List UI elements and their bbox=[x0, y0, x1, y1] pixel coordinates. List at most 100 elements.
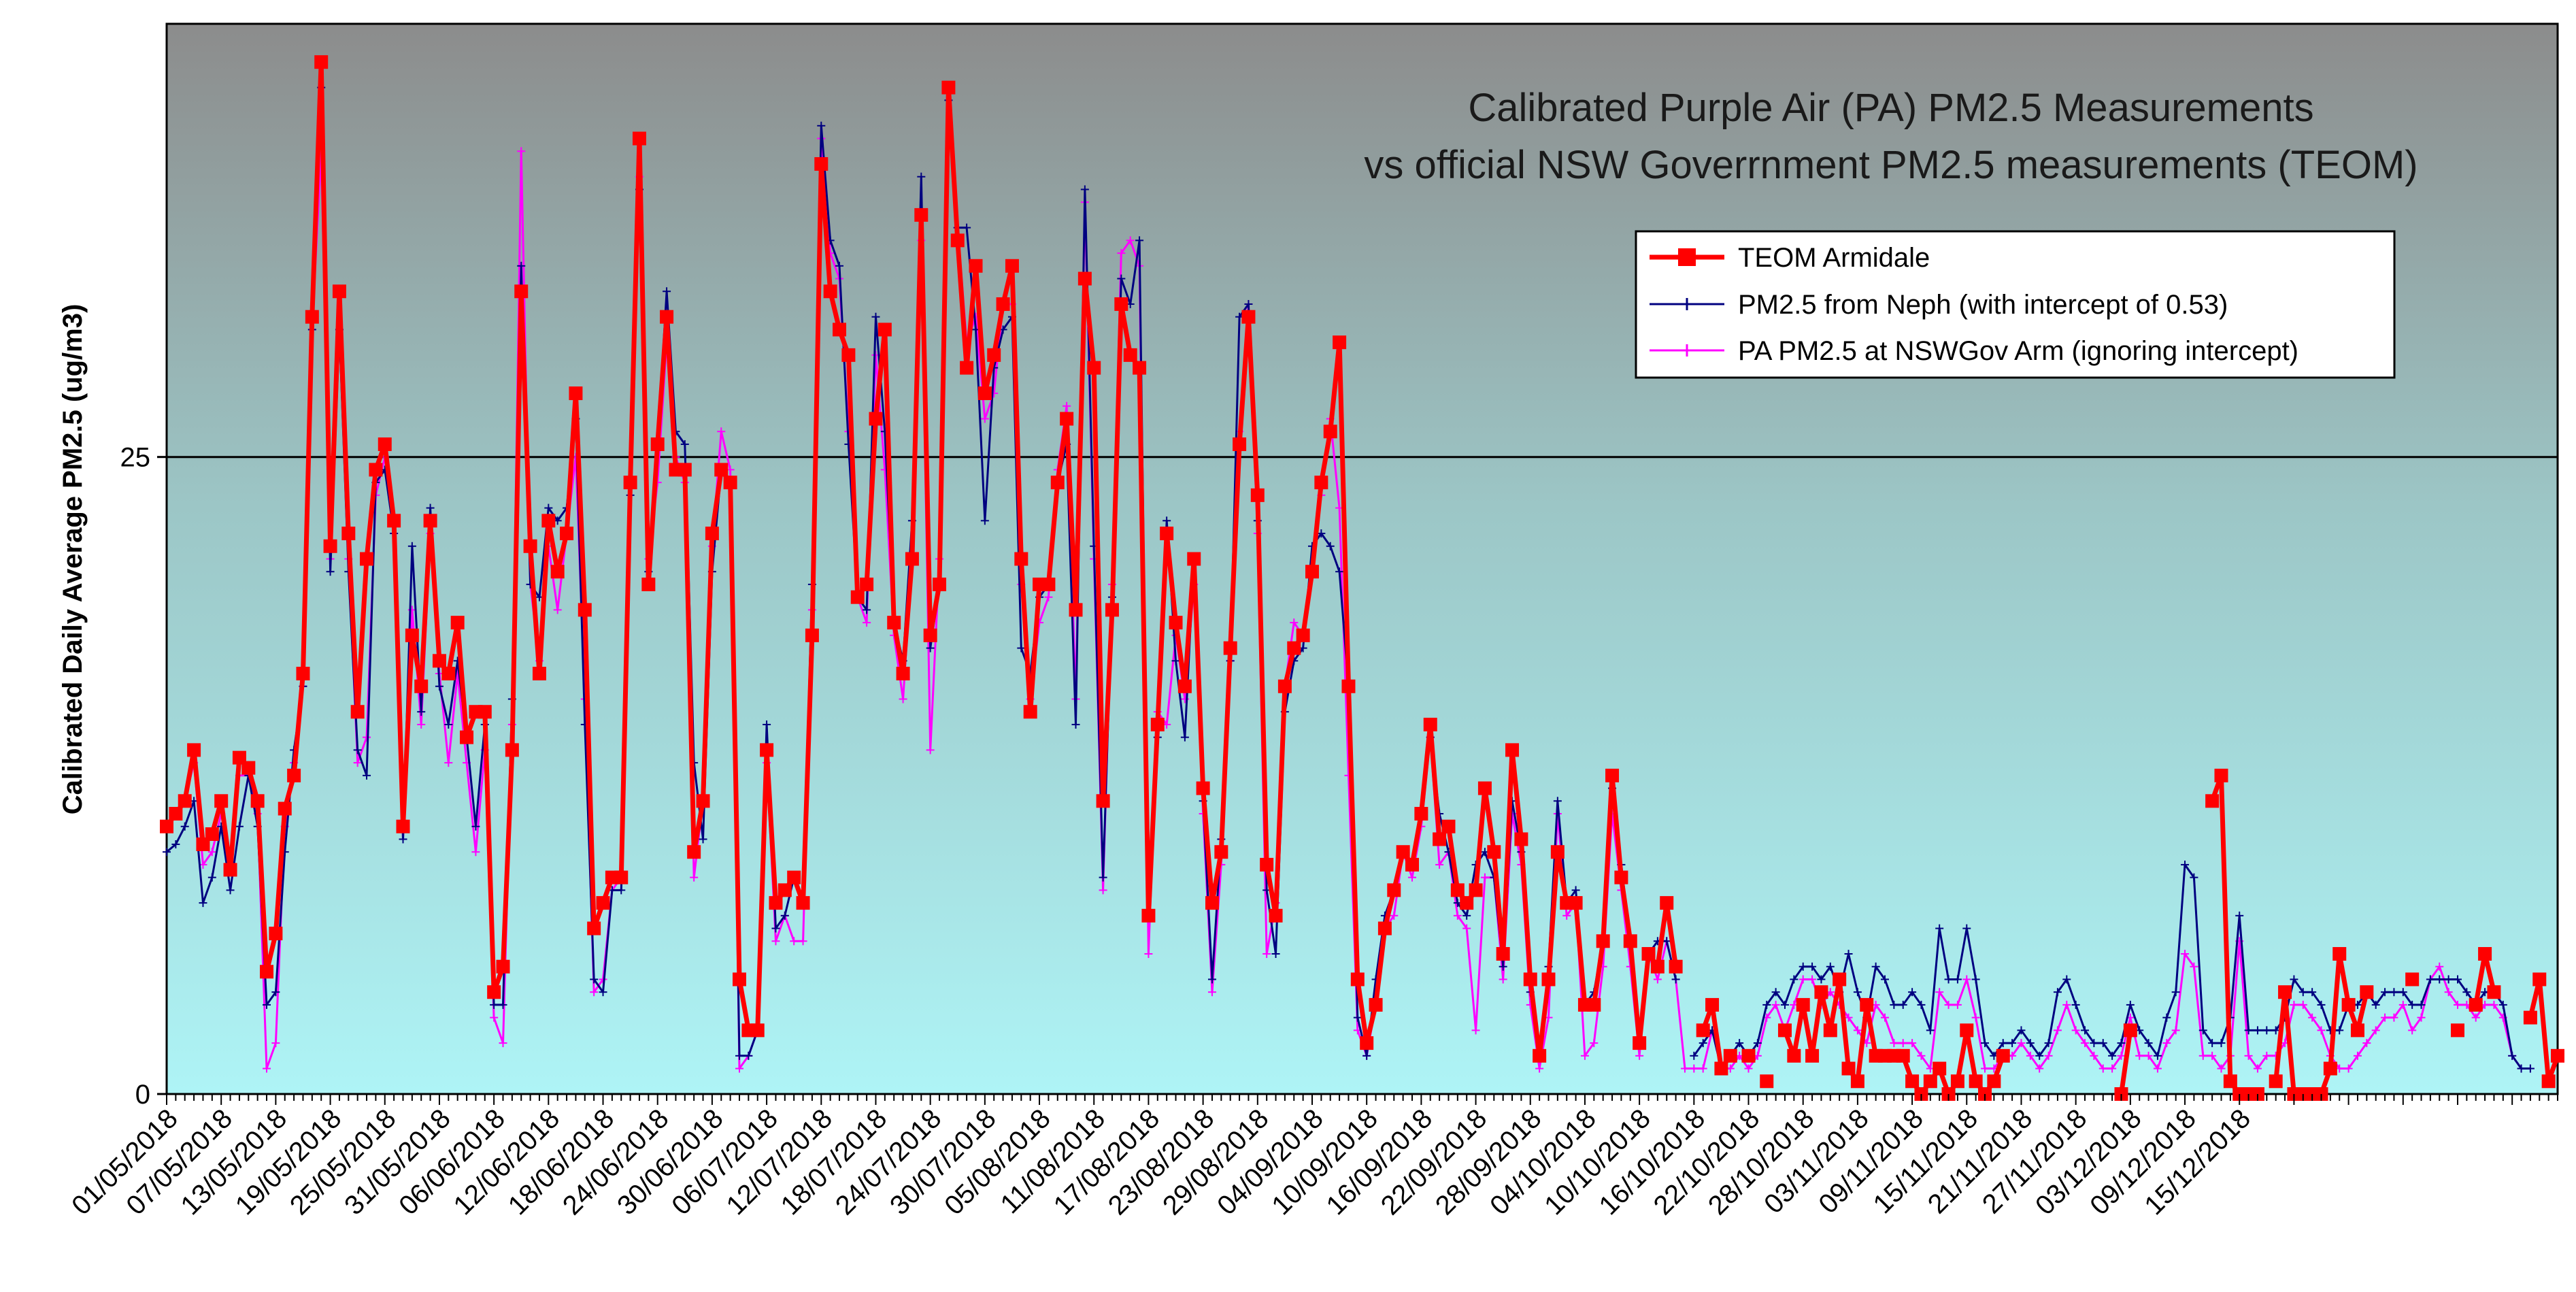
point-neph bbox=[1017, 644, 1026, 652]
legend-label-neph: PM2.5 from Neph (with intercept of 0.53) bbox=[1738, 290, 2228, 320]
point-pa bbox=[2298, 1000, 2307, 1009]
point-teom bbox=[714, 463, 729, 477]
point-neph bbox=[544, 503, 553, 512]
point-teom bbox=[496, 959, 510, 974]
chart-title-line-1: Calibrated Purple Air (PA) PM2.5 Measure… bbox=[1468, 86, 2313, 130]
point-teom bbox=[1805, 1048, 1820, 1063]
point-neph bbox=[2262, 1026, 2271, 1035]
legend: TEOM Armidale PM2.5 from Neph (with inte… bbox=[1635, 230, 2396, 379]
point-pa bbox=[1099, 886, 1107, 895]
point-neph bbox=[1898, 1000, 1907, 1009]
point-teom bbox=[769, 896, 783, 910]
point-pa bbox=[263, 1064, 271, 1073]
point-teom bbox=[1596, 934, 1610, 948]
point-teom bbox=[2469, 997, 2483, 1012]
point-pa bbox=[2381, 1013, 2390, 1022]
point-pa bbox=[735, 1064, 743, 1073]
point-neph bbox=[363, 771, 371, 780]
point-teom bbox=[405, 628, 419, 642]
point-neph bbox=[1981, 1039, 1990, 1048]
point-pa bbox=[2453, 1000, 2462, 1009]
point-pa bbox=[1562, 911, 1571, 920]
point-teom bbox=[523, 539, 537, 553]
point-pa bbox=[2435, 962, 2444, 971]
point-teom bbox=[923, 628, 937, 642]
point-teom bbox=[541, 514, 556, 528]
point-teom bbox=[596, 896, 610, 910]
point-neph bbox=[1335, 567, 1344, 576]
point-teom bbox=[1933, 1061, 1947, 1076]
point-teom bbox=[1423, 717, 1437, 731]
point-neph bbox=[1953, 975, 1962, 984]
legend-marker-teom bbox=[1678, 248, 1696, 266]
point-neph bbox=[2035, 1051, 2044, 1060]
point-teom bbox=[2350, 1023, 2364, 1038]
point-pa bbox=[1898, 1039, 1907, 1048]
point-teom bbox=[1950, 1074, 1964, 1089]
point-neph bbox=[1690, 1051, 1699, 1060]
y-axis-label: Calibrated Daily Average PM2.5 (ug/m3) bbox=[58, 304, 88, 815]
point-teom bbox=[369, 463, 383, 477]
point-neph bbox=[2526, 1064, 2535, 1073]
point-neph bbox=[417, 708, 426, 716]
point-teom bbox=[332, 284, 346, 299]
point-teom bbox=[1387, 883, 1401, 897]
point-pa bbox=[2308, 1013, 2317, 1022]
point-teom bbox=[1433, 832, 1447, 846]
point-neph bbox=[171, 840, 180, 848]
point-pa bbox=[1853, 1026, 1862, 1035]
point-teom bbox=[1850, 1074, 1864, 1089]
point-pa bbox=[690, 873, 699, 882]
point-pa bbox=[2144, 1051, 2153, 1060]
point-teom bbox=[950, 233, 965, 248]
point-neph bbox=[1817, 975, 1826, 984]
point-pa bbox=[1535, 1064, 1544, 1073]
point-pa bbox=[2190, 962, 2198, 971]
point-teom bbox=[841, 348, 856, 362]
point-teom bbox=[823, 284, 837, 299]
point-teom bbox=[1287, 641, 1301, 655]
point-neph bbox=[2162, 1013, 2171, 1022]
point-neph bbox=[1180, 733, 1189, 742]
point-pa bbox=[1453, 911, 1462, 920]
point-neph bbox=[2217, 1039, 2226, 1048]
point-teom bbox=[505, 743, 519, 757]
point-neph bbox=[617, 886, 626, 895]
point-teom bbox=[550, 565, 565, 579]
point-teom bbox=[723, 476, 737, 490]
point-teom bbox=[1996, 1048, 2010, 1063]
point-neph bbox=[1762, 1000, 1771, 1009]
point-neph bbox=[1890, 1000, 1898, 1009]
legend-item-pa: PA PM2.5 at NSWGov Arm (ignoring interce… bbox=[1650, 336, 2298, 366]
point-pa bbox=[2344, 1064, 2353, 1073]
point-pa bbox=[1935, 988, 1944, 997]
point-teom bbox=[1241, 310, 1256, 324]
point-pa bbox=[1580, 1051, 1589, 1060]
point-neph bbox=[735, 1051, 743, 1060]
point-neph bbox=[163, 848, 171, 857]
point-teom bbox=[1169, 616, 1183, 630]
point-neph bbox=[2208, 1039, 2217, 1048]
point-neph bbox=[1826, 962, 1835, 971]
point-neph bbox=[1662, 937, 1671, 946]
point-pa bbox=[1971, 1013, 1980, 1022]
point-teom bbox=[1760, 1074, 1774, 1089]
point-neph bbox=[2044, 1039, 2053, 1048]
point-neph bbox=[2517, 1064, 2526, 1073]
point-neph bbox=[2308, 988, 2317, 997]
point-teom bbox=[1405, 857, 1420, 872]
point-pa bbox=[2290, 1000, 2298, 1009]
point-pa bbox=[1962, 975, 1971, 984]
point-teom bbox=[1141, 908, 1156, 923]
point-neph bbox=[2108, 1051, 2117, 1060]
point-teom bbox=[1923, 1074, 1937, 1089]
point-teom bbox=[705, 527, 719, 541]
point-neph bbox=[780, 911, 789, 920]
point-neph bbox=[353, 746, 362, 755]
point-neph bbox=[499, 1000, 507, 1009]
point-teom bbox=[1533, 1048, 1547, 1063]
point-pa bbox=[2198, 1051, 2207, 1060]
point-pa bbox=[2208, 1051, 2217, 1060]
point-neph bbox=[980, 516, 989, 525]
point-pa bbox=[2217, 1064, 2226, 1073]
